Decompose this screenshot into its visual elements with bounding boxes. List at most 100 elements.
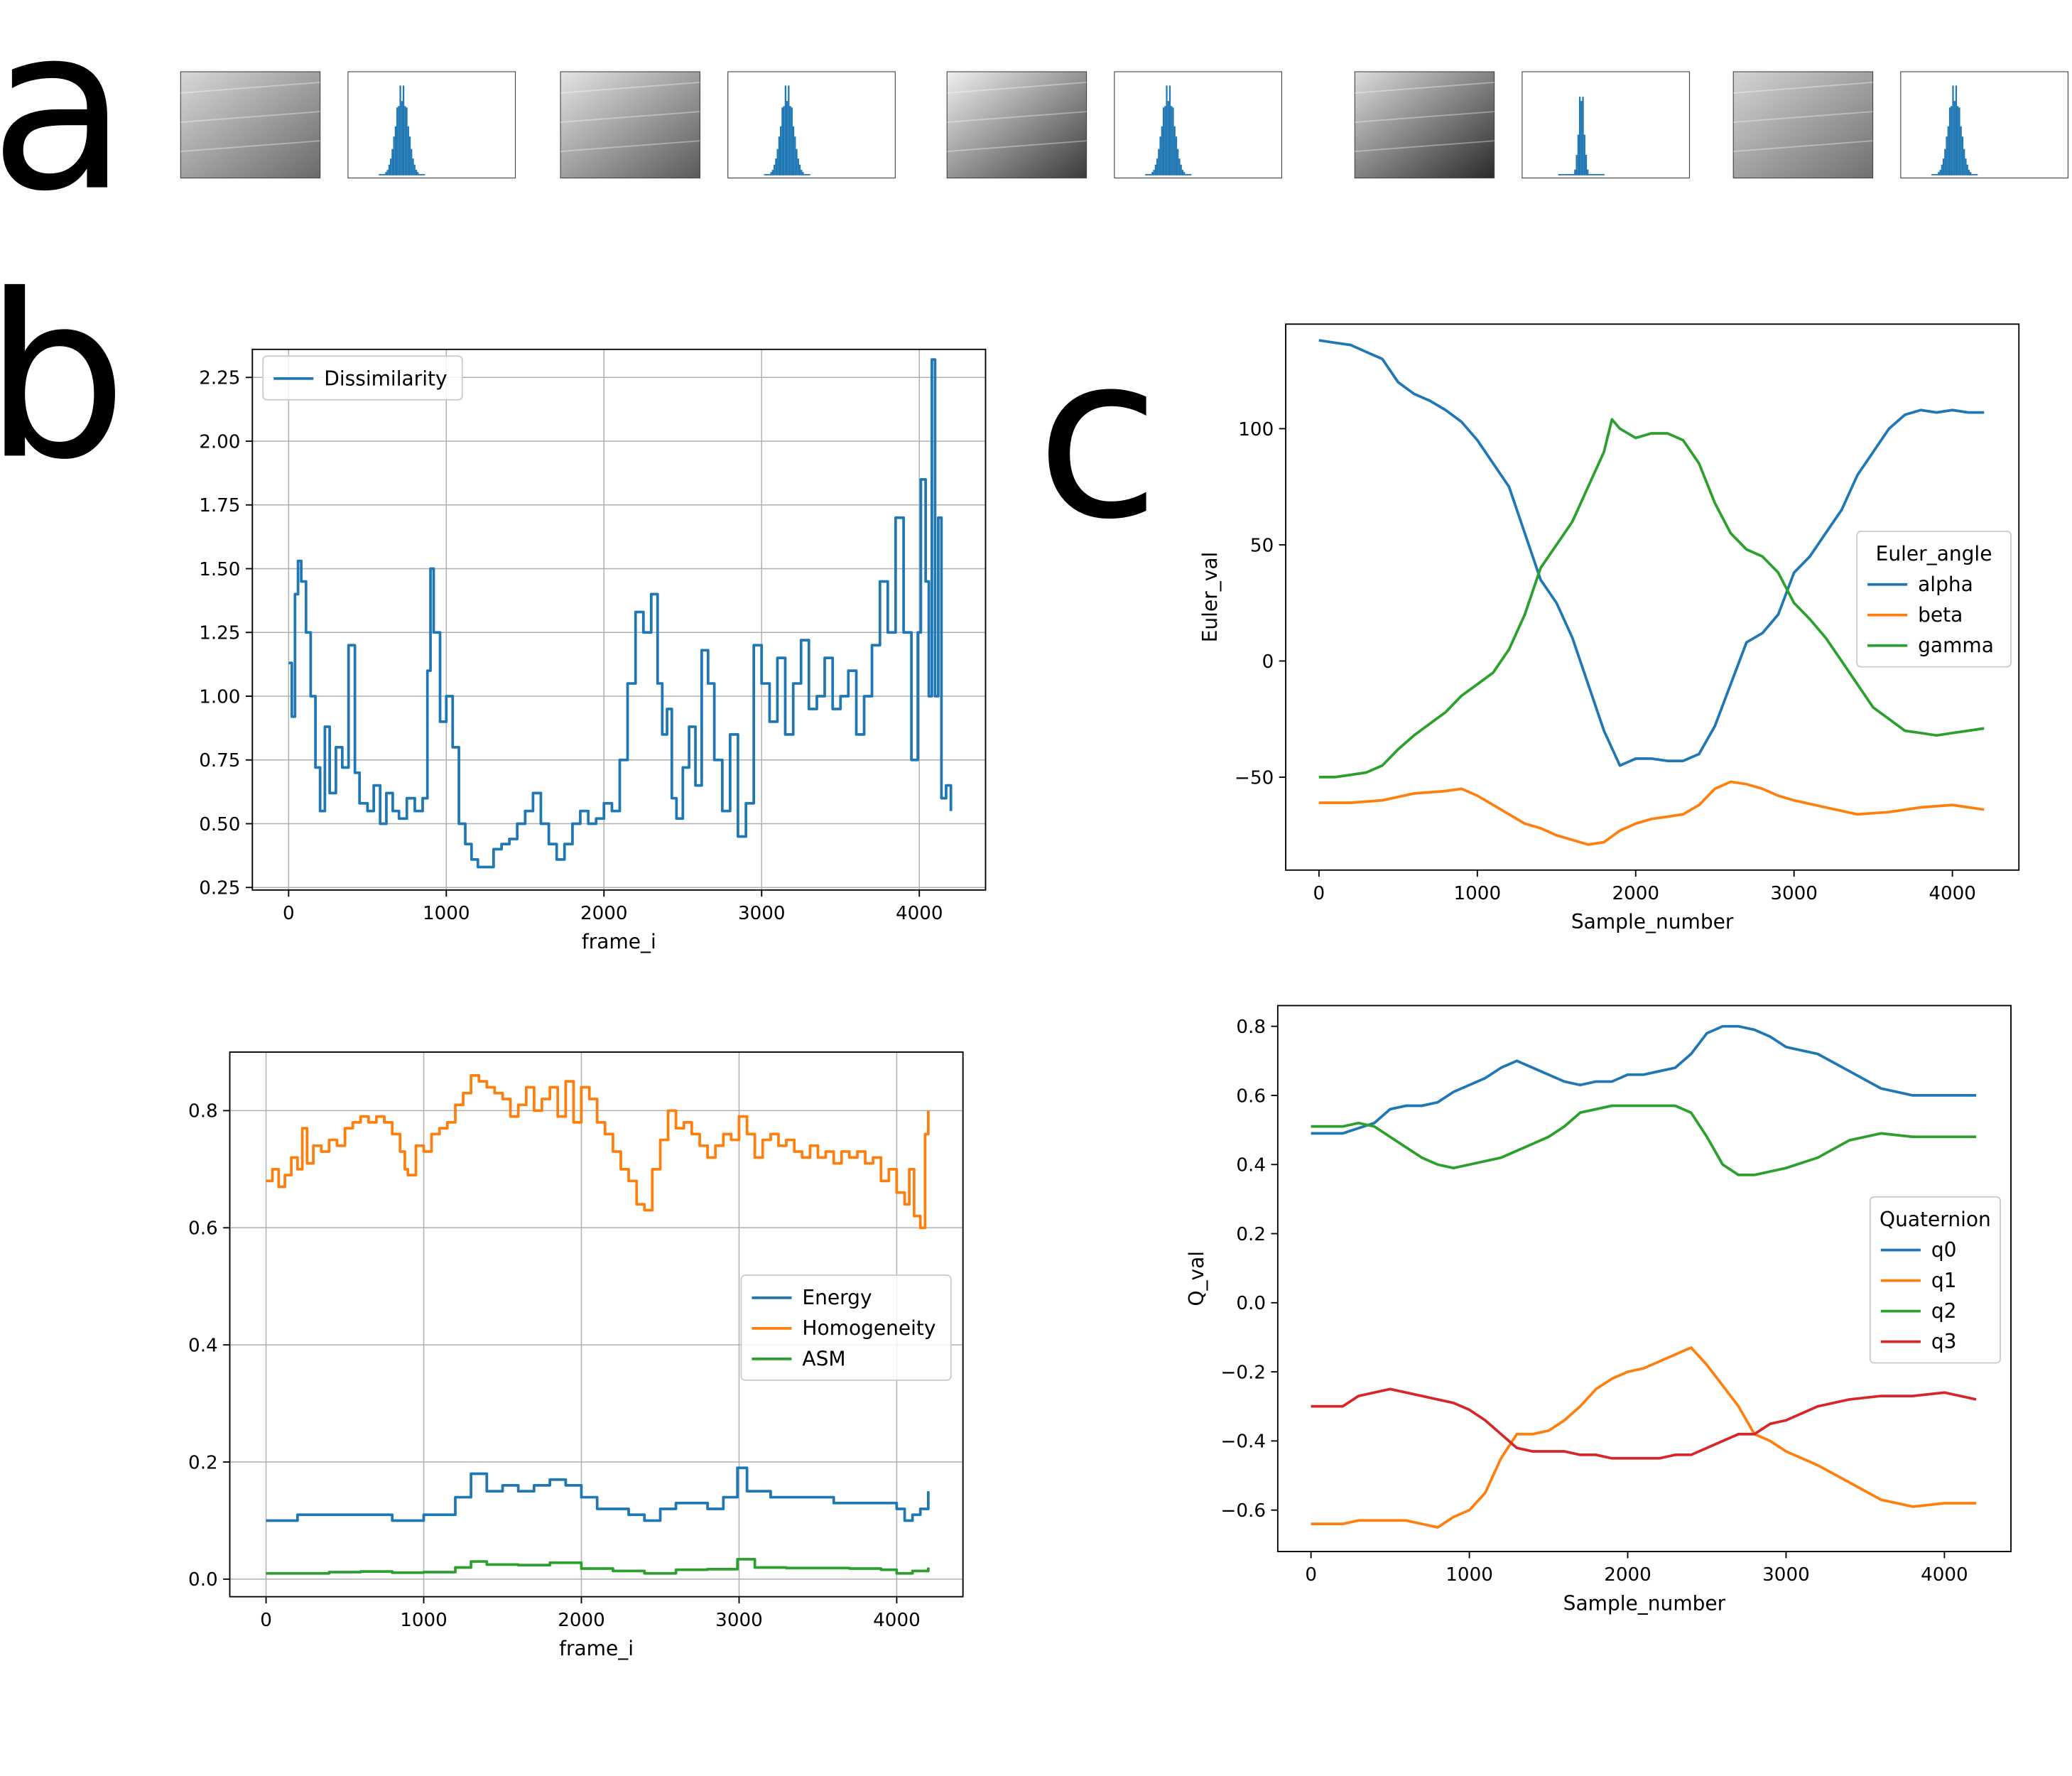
- histogram-bar: [1961, 136, 1964, 175]
- histogram-bar: [391, 148, 394, 175]
- histogram-bar: [402, 85, 405, 175]
- histogram-bar: [1933, 173, 1935, 175]
- legend-label-asm: ASM: [802, 1347, 845, 1370]
- histogram-bar: [1963, 148, 1965, 175]
- histogram-bar: [1598, 173, 1600, 175]
- legend-label-energy: Energy: [802, 1286, 872, 1309]
- x-tick-label: 4000: [1921, 1564, 1968, 1586]
- histogram-bar: [1180, 164, 1182, 175]
- thumbnail-streak: [180, 111, 320, 123]
- thumbnail-streak: [1355, 82, 1495, 94]
- x-axis-label: Sample_number: [1571, 910, 1734, 933]
- histogram-bar: [1938, 172, 1940, 175]
- thumbnail-streak: [1733, 111, 1873, 123]
- histogram-bar: [1942, 158, 1945, 175]
- histogram-bar: [803, 173, 806, 175]
- histogram-bar: [1145, 173, 1147, 175]
- histogram-bar: [1168, 85, 1171, 175]
- y-tick-label: 1.75: [199, 495, 240, 516]
- histogram-bar: [1953, 101, 1956, 175]
- x-axis-label: frame_i: [582, 930, 656, 953]
- histogram-bar: [380, 173, 382, 175]
- histogram-bar: [1939, 170, 1941, 175]
- legend-label-q0: q0: [1931, 1238, 1957, 1262]
- histogram-bar: [769, 173, 771, 175]
- histogram-bar: [771, 170, 774, 175]
- y-tick-label: 0.6: [1236, 1085, 1266, 1107]
- histogram-bar: [1595, 173, 1597, 175]
- panel-label-b: b: [0, 266, 127, 492]
- thumbnail-image-4: [1354, 71, 1495, 179]
- histogram-bar: [765, 173, 768, 175]
- histogram-bar: [1186, 173, 1188, 175]
- histogram-bar: [1578, 97, 1581, 175]
- series-line-q2: [1311, 1104, 1977, 1176]
- histogram-bar: [401, 101, 403, 175]
- histogram-bar: [1601, 173, 1603, 175]
- y-axis-label: Euler_val: [1198, 552, 1222, 643]
- thumbnail-image-1: [180, 71, 321, 179]
- histogram-bar: [1159, 136, 1161, 175]
- plot-frame: [1276, 1005, 2012, 1552]
- histogram-bar: [1156, 158, 1159, 175]
- x-tick-label: 2000: [1604, 1564, 1651, 1586]
- thumbnail-streak: [1733, 140, 1873, 153]
- x-tick-label: 1000: [400, 1610, 448, 1631]
- histogram-bar: [1591, 173, 1594, 175]
- histogram-bar: [1164, 106, 1166, 175]
- x-tick-label: 3000: [715, 1610, 763, 1631]
- x-tick-label: 0: [1313, 883, 1325, 904]
- x-tick-label: 1000: [1454, 883, 1502, 904]
- dissimilarity-chart: 0 1000 2000 3000 4000 0.25 0.50 0.75 1.00 1.25 1.5…: [199, 348, 987, 953]
- x-tick-label: 0: [1305, 1564, 1317, 1586]
- histogram-bar: [1166, 85, 1168, 175]
- histogram-bar: [1585, 155, 1588, 175]
- histogram-bar: [794, 136, 796, 175]
- histogram-bar: [1957, 106, 1959, 175]
- histogram-bar: [1966, 164, 1968, 175]
- histogram-bar: [780, 126, 782, 175]
- histogram-bar: [413, 164, 416, 175]
- histogram-bar: [1593, 173, 1595, 175]
- x-tick-label: 2000: [1612, 883, 1659, 904]
- y-tick-label: 2.25: [199, 368, 240, 389]
- histogram-bar: [1149, 173, 1152, 175]
- euler-angle-chart: 0 1000 2000 3000 4000 −50 0 50 100 Sample_number E…: [1198, 323, 2020, 933]
- legend-label-beta: beta: [1918, 603, 1963, 627]
- x-tick-label: 4000: [896, 903, 943, 924]
- legend-label-q1: q1: [1931, 1269, 1957, 1292]
- series-line-homogeneity: [266, 1074, 930, 1230]
- histogram-bar: [421, 173, 424, 175]
- histogram-bar: [1173, 126, 1176, 175]
- histogram-bar: [808, 173, 810, 175]
- histogram-bar: [786, 101, 788, 175]
- thumbnail-streak: [1733, 82, 1873, 94]
- histogram-bar: [805, 173, 808, 175]
- histogram-frame-3: [1114, 71, 1283, 179]
- x-tick-label: 4000: [1929, 883, 1976, 904]
- texture-features-chart: 0 1000 2000 3000 4000 0.0 0.2 0.4 0.6 0.8 frame_i E…: [188, 1051, 964, 1660]
- legend: Quaternion q0 q1 q2 q3: [1869, 1196, 2002, 1364]
- y-tick-label: 0.50: [199, 814, 240, 835]
- x-axis-label: frame_i: [559, 1637, 634, 1660]
- histogram-bar: [1568, 173, 1570, 175]
- histogram-bar: [1190, 173, 1192, 175]
- histogram-bar: [1188, 173, 1190, 175]
- y-tick-label: 0.6: [188, 1218, 218, 1240]
- x-tick-label: 3000: [1762, 1564, 1810, 1586]
- y-tick-label: 0.8: [1236, 1017, 1266, 1038]
- histogram-bar: [781, 107, 783, 175]
- y-tick-label: 100: [1238, 419, 1274, 440]
- y-tick-label: 0.75: [199, 750, 240, 771]
- histogram-bar: [1162, 107, 1165, 175]
- thumbnail-streak: [1355, 140, 1495, 153]
- legend-box: [1869, 1196, 2002, 1364]
- histogram-bar: [1154, 164, 1156, 175]
- thumbnail-pair-5: [1732, 71, 2068, 179]
- legend: Dissimilarity: [262, 355, 463, 401]
- histogram-bar: [411, 148, 413, 175]
- y-tick-label: 0.8: [188, 1101, 218, 1122]
- histogram-bar: [394, 126, 396, 175]
